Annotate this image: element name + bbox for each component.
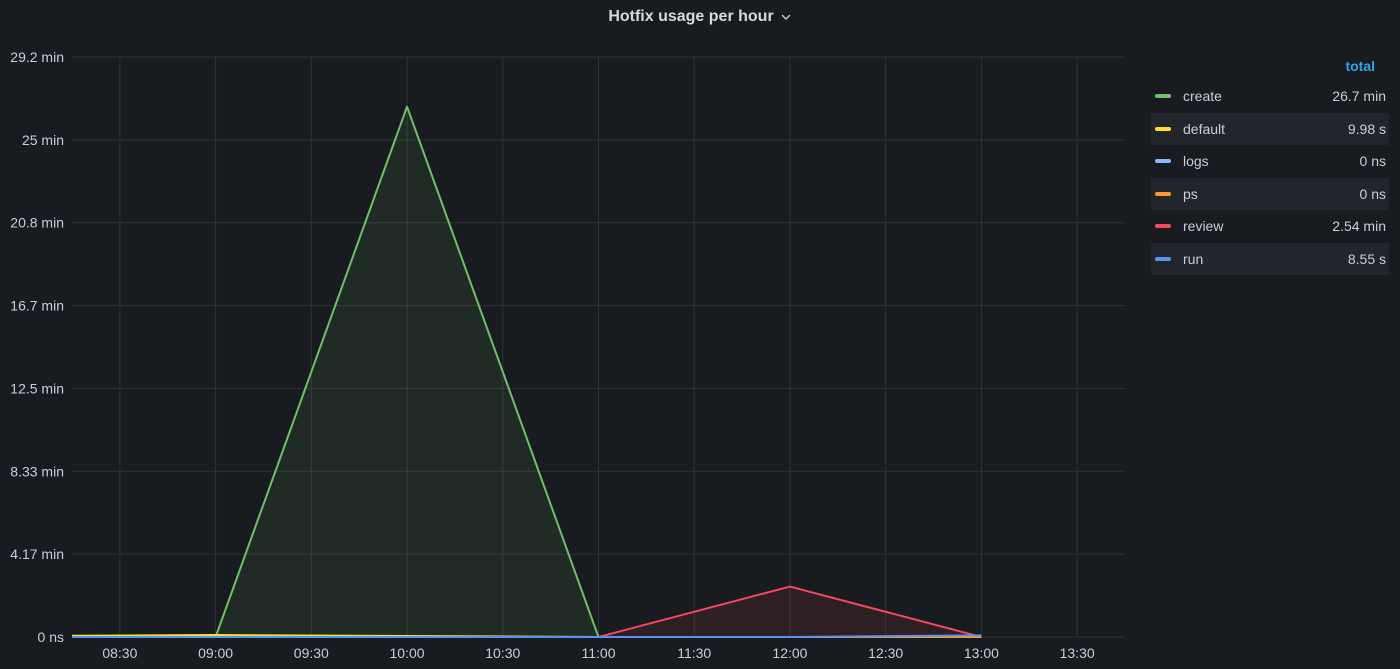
y-tick-label: 25 min — [22, 132, 64, 148]
legend-item-create[interactable]: create 26.7 min — [1151, 80, 1389, 113]
series-lines — [24, 105, 982, 638]
y-tick-label: 12.5 min — [10, 380, 64, 396]
legend-item-name: default — [1183, 120, 1226, 137]
legend: total create 26.7 min default 9.98 s log… — [1151, 52, 1389, 275]
legend-item-total: 0 ns — [1359, 185, 1386, 202]
x-tick-label: 10:00 — [390, 645, 425, 661]
series-color-swatch — [1155, 159, 1171, 164]
series-line-run[interactable] — [24, 634, 982, 638]
legend-item-review[interactable]: review 2.54 min — [1151, 210, 1389, 243]
x-tick-label: 08:30 — [102, 645, 137, 661]
panel-title-menu[interactable]: Hotfix usage per hour — [608, 8, 791, 26]
series-area-review — [72, 586, 982, 637]
y-tick-label: 29.2 min — [10, 49, 64, 65]
y-tick-label: 16.7 min — [10, 298, 64, 314]
y-tick-label: 8.33 min — [10, 463, 64, 479]
y-axis: 0 ns 4.17 min 8.33 min 12.5 min 16.7 min 20.8… — [10, 49, 64, 645]
legend-total-column-header[interactable]: total — [1345, 58, 1375, 74]
series-color-swatch — [1155, 126, 1171, 131]
x-tick-label: 13:00 — [964, 645, 999, 661]
series-color-swatch — [1155, 94, 1171, 99]
x-tick-label: 12:30 — [868, 645, 903, 661]
x-tick-label: 11:00 — [582, 645, 616, 661]
legend-item-run[interactable]: run 8.55 s — [1151, 242, 1389, 275]
x-tick-label: 09:00 — [198, 645, 233, 661]
time-series-chart[interactable]: 0 ns 4.17 min 8.33 min 12.5 min 16.7 min 20.8… — [0, 0, 1135, 669]
panel-header: Hotfix usage per hour — [0, 0, 1400, 34]
series-color-swatch — [1155, 191, 1171, 196]
series-area-create — [72, 106, 982, 637]
y-tick-label: 4.17 min — [10, 546, 64, 562]
legend-item-total: 9.98 s — [1347, 120, 1386, 137]
legend-item-ps[interactable]: ps 0 ns — [1151, 177, 1389, 210]
legend-item-total: 26.7 min — [1332, 88, 1386, 105]
grid — [72, 56, 1125, 638]
chevron-down-icon — [781, 14, 790, 20]
y-tick-label: 0 ns — [38, 629, 64, 645]
x-tick-label: 11:30 — [677, 645, 711, 661]
legend-item-total: 2.54 min — [1332, 218, 1386, 235]
x-axis: 08:30 09:00 09:30 10:00 10:30 11:00 11:30 12:00… — [102, 645, 1095, 661]
legend-item-name: ps — [1183, 185, 1198, 202]
legend-item-total: 0 ns — [1359, 153, 1386, 170]
legend-item-default[interactable]: default 9.98 s — [1151, 112, 1389, 145]
legend-item-total: 8.55 s — [1347, 250, 1386, 267]
series-color-swatch — [1155, 256, 1171, 261]
series-color-swatch — [1155, 224, 1171, 229]
legend-item-name: run — [1183, 250, 1204, 267]
legend-item-logs[interactable]: logs 0 ns — [1151, 145, 1389, 178]
panel-title: Hotfix usage per hour — [608, 8, 774, 25]
legend-item-name: review — [1183, 218, 1224, 235]
x-tick-label: 12:00 — [772, 645, 807, 661]
x-tick-label: 09:30 — [294, 645, 329, 661]
x-tick-label: 13:30 — [1060, 645, 1095, 661]
x-tick-label: 10:30 — [485, 645, 520, 661]
legend-item-name: create — [1183, 88, 1222, 105]
legend-item-name: logs — [1183, 153, 1209, 170]
y-tick-label: 20.8 min — [10, 215, 64, 231]
